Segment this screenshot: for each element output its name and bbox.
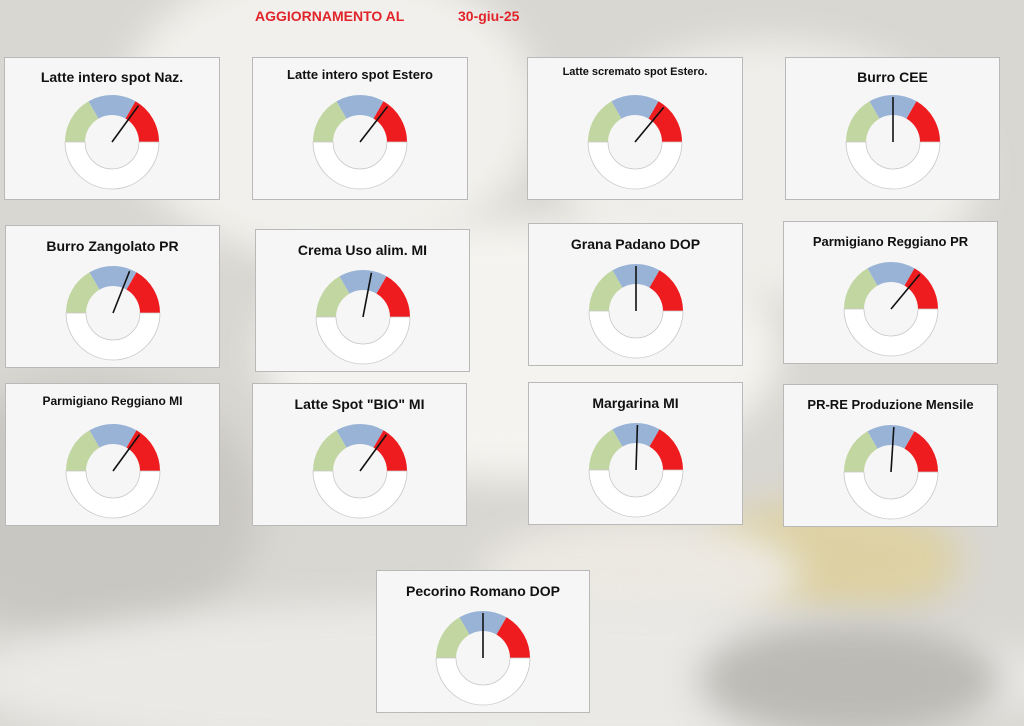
- gauge-segment-green: [315, 276, 349, 317]
- gauge-title: Parmigiano Reggiano PR: [812, 234, 969, 249]
- gauge-segment-empty: [315, 316, 410, 365]
- gauge-segment-red: [373, 101, 407, 142]
- gauge-chart: [587, 95, 683, 190]
- gauge-segment-empty: [312, 141, 408, 190]
- update-date: 30-giu-25: [458, 8, 520, 24]
- gauge-segment-blue: [89, 424, 136, 448]
- gauge-segment-blue: [867, 262, 914, 286]
- gauge-title: PR-RE Produzione Mensile: [807, 397, 974, 412]
- gauge-segment-empty: [845, 141, 940, 190]
- gauge-segment-blue: [611, 95, 659, 119]
- gauge-segment-empty: [65, 470, 160, 519]
- gauge-needle: [358, 434, 387, 472]
- gauge-segment-red: [376, 276, 410, 317]
- gauge-card: Margarina MI: [528, 382, 743, 525]
- gauge-segment-blue: [339, 270, 386, 294]
- gauge-segment-empty: [588, 469, 683, 518]
- gauge-title: Latte scremato spot Estero.: [562, 66, 708, 78]
- gauge-segment-green: [65, 430, 99, 471]
- gauge-needle: [359, 105, 389, 143]
- gauge-needle: [889, 427, 895, 473]
- gauge-segment-green: [436, 617, 470, 658]
- gauge-segment-blue: [867, 425, 914, 449]
- gauge-card: Latte intero spot Estero: [252, 57, 468, 200]
- gauge-chart: [312, 95, 408, 190]
- gauge-segment-blue: [612, 423, 659, 447]
- gauge-segment-green: [588, 101, 622, 142]
- gauge-segment-empty: [64, 141, 160, 190]
- gauge-segment-green: [313, 101, 347, 142]
- gauge-title: Latte Spot "BIO" MI: [294, 396, 425, 412]
- gauge-segment-blue: [88, 95, 136, 119]
- gauge-title: Latte intero spot Naz.: [40, 69, 184, 85]
- gauge-segment-blue: [336, 95, 384, 119]
- gauge-title: Parmigiano Reggiano MI: [42, 394, 183, 408]
- gauge-chart: [843, 262, 938, 357]
- gauge-segment-green: [843, 268, 877, 309]
- gauge-card: Latte Spot "BIO" MI: [252, 383, 467, 526]
- gauge-chart: [64, 95, 160, 190]
- gauge-chart: [843, 425, 938, 520]
- gauge-chart: [315, 270, 410, 365]
- gauge-needle: [361, 272, 372, 318]
- gauge-segment-green: [845, 101, 879, 142]
- gauge-card: Burro CEE: [785, 57, 1000, 200]
- gauge-card: Parmigiano Reggiano PR: [783, 221, 998, 364]
- gauge-segment-green: [588, 270, 622, 311]
- gauge-needle: [634, 106, 665, 143]
- gauge-chart: [435, 611, 531, 706]
- gauge-segment-empty: [588, 310, 683, 359]
- gauge-card: Crema Uso alim. MI: [255, 229, 470, 372]
- gauge-segment-empty: [435, 657, 531, 706]
- gauge-card: PR-RE Produzione Mensile: [783, 384, 998, 527]
- gauge-segment-red: [904, 268, 938, 309]
- gauge-segment-green: [65, 272, 99, 313]
- gauge-segment-blue: [336, 424, 383, 448]
- gauge-segment-green: [588, 429, 622, 470]
- gauge-needle: [889, 273, 920, 310]
- gauge-title: Pecorino Romano DOP: [405, 583, 561, 599]
- gauge-chart: [588, 264, 683, 359]
- gauge-needle: [111, 270, 130, 314]
- gauge-needle: [111, 105, 140, 143]
- gauge-title: Burro CEE: [857, 69, 928, 85]
- gauge-chart: [65, 424, 160, 519]
- gauge-segment-red: [649, 270, 683, 311]
- update-label: AGGIORNAMENTO AL: [255, 8, 405, 24]
- gauge-card: Pecorino Romano DOP: [376, 570, 590, 713]
- gauge-title: Margarina MI: [592, 395, 679, 411]
- gauge-segment-red: [648, 101, 682, 142]
- gauge-segment-green: [312, 430, 346, 471]
- gauge-title: Latte intero spot Estero: [287, 67, 433, 82]
- gauge-segment-empty: [843, 471, 938, 520]
- gauge-segment-empty: [843, 308, 938, 357]
- gauge-chart: [845, 95, 940, 190]
- gauge-card: Latte scremato spot Estero.: [527, 57, 743, 200]
- gauge-card: Grana Padano DOP: [528, 223, 743, 366]
- gauge-card: Burro Zangolato PR: [5, 225, 220, 368]
- gauge-needle: [111, 434, 140, 472]
- gauge-segment-empty: [312, 470, 407, 519]
- gauge-segment-red: [126, 272, 160, 313]
- gauge-title: Crema Uso alim. MI: [297, 242, 428, 258]
- gauge-segment-red: [649, 429, 683, 470]
- gauge-segment-empty: [65, 312, 160, 361]
- gauge-chart: [312, 424, 407, 519]
- update-header: AGGIORNAMENTO AL 30-giu-25: [255, 8, 555, 28]
- gauge-title: Burro Zangolato PR: [46, 238, 179, 254]
- gauge-segment-green: [843, 431, 877, 472]
- gauge-card: Parmigiano Reggiano MI: [5, 383, 220, 526]
- gauge-segment-empty: [587, 141, 683, 190]
- gauge-segment-green: [65, 101, 99, 142]
- gauge-needle: [634, 424, 638, 471]
- gauge-segment-red: [496, 617, 530, 658]
- gauge-chart: [65, 266, 160, 361]
- gauge-segment-red: [904, 431, 938, 472]
- gauge-chart: [588, 423, 683, 518]
- gauge-card: Latte intero spot Naz.: [4, 57, 220, 200]
- gauge-title: Grana Padano DOP: [570, 236, 701, 252]
- gauge-segment-red: [906, 101, 940, 142]
